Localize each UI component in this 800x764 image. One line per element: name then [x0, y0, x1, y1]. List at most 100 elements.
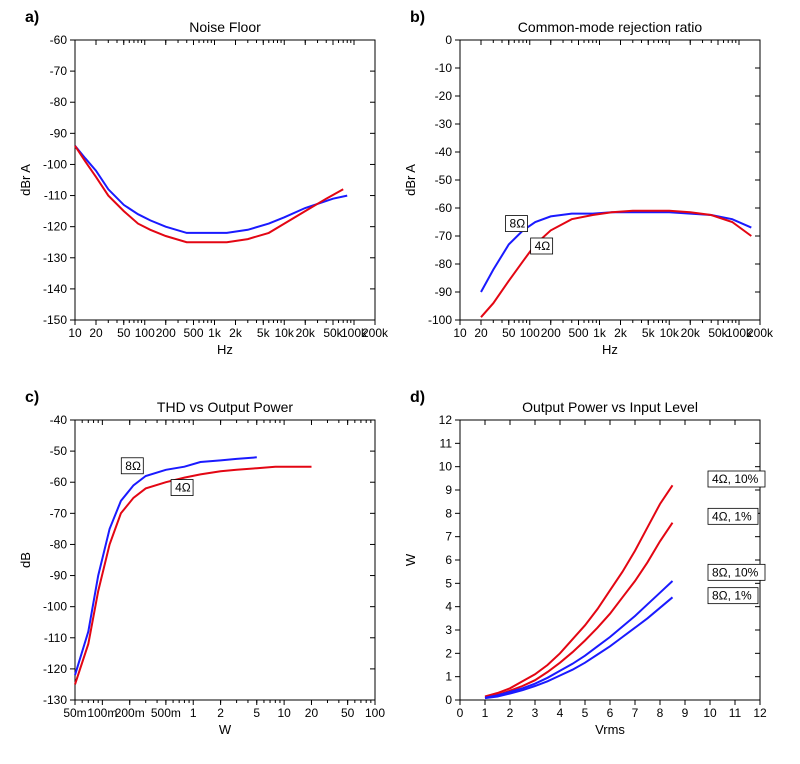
svg-text:0: 0 — [457, 706, 464, 720]
series-0 — [485, 485, 673, 696]
annotation-0: 8Ω — [125, 459, 141, 473]
svg-text:-130: -130 — [43, 251, 67, 265]
svg-text:1: 1 — [482, 706, 489, 720]
svg-text:1k: 1k — [208, 326, 222, 340]
svg-text:1k: 1k — [593, 326, 607, 340]
svg-text:10: 10 — [277, 706, 291, 720]
svg-text:200k: 200k — [362, 326, 389, 340]
svg-text:4: 4 — [445, 600, 452, 614]
svg-text:8: 8 — [445, 506, 452, 520]
figure: 1020501002005001k2k5k10k20k50k100k200k-1… — [0, 0, 800, 764]
svg-text:-60: -60 — [50, 33, 68, 47]
y-axis-label: dBr A — [403, 164, 418, 196]
annotation-1: 4Ω — [535, 239, 551, 253]
panel-d: 01234567891011120123456789101112VrmsWOut… — [403, 389, 767, 737]
svg-text:9: 9 — [445, 483, 452, 497]
svg-text:100m: 100m — [87, 706, 117, 720]
svg-text:2: 2 — [507, 706, 514, 720]
svg-text:10: 10 — [439, 460, 453, 474]
svg-text:200m: 200m — [115, 706, 145, 720]
svg-text:100: 100 — [365, 706, 385, 720]
svg-text:200: 200 — [541, 326, 561, 340]
svg-text:-90: -90 — [50, 126, 68, 140]
panel-letter: c) — [25, 389, 39, 406]
svg-text:12: 12 — [753, 706, 767, 720]
svg-text:-10: -10 — [435, 61, 453, 75]
series-1 — [485, 523, 673, 698]
svg-text:4: 4 — [557, 706, 564, 720]
svg-text:50: 50 — [502, 326, 516, 340]
svg-text:7: 7 — [632, 706, 639, 720]
svg-text:-40: -40 — [50, 413, 68, 427]
svg-text:-30: -30 — [435, 117, 453, 131]
svg-text:20: 20 — [89, 326, 103, 340]
svg-text:5k: 5k — [642, 326, 656, 340]
svg-text:-100: -100 — [43, 157, 67, 171]
svg-text:-70: -70 — [50, 506, 68, 520]
panel-letter: d) — [410, 389, 425, 406]
panel-title: Noise Floor — [189, 19, 261, 35]
y-axis-label: dB — [18, 552, 33, 568]
panel-a: 1020501002005001k2k5k10k20k50k100k200k-1… — [18, 9, 389, 357]
svg-text:-70: -70 — [50, 64, 68, 78]
svg-text:1: 1 — [445, 670, 452, 684]
x-axis-label: Hz — [217, 342, 233, 357]
svg-text:2: 2 — [445, 646, 452, 660]
svg-text:500: 500 — [183, 326, 203, 340]
svg-text:-50: -50 — [435, 173, 453, 187]
x-axis-label: Vrms — [595, 722, 625, 737]
svg-text:8: 8 — [657, 706, 664, 720]
svg-text:5k: 5k — [257, 326, 271, 340]
svg-text:6: 6 — [445, 553, 452, 567]
svg-text:2: 2 — [217, 706, 224, 720]
x-axis-label: Hz — [602, 342, 618, 357]
svg-text:50: 50 — [341, 706, 355, 720]
svg-text:-150: -150 — [43, 313, 67, 327]
svg-text:-120: -120 — [43, 662, 67, 676]
svg-text:100: 100 — [135, 326, 155, 340]
annotation-0: 8Ω — [510, 217, 526, 231]
annotation-0: 4Ω, 10% — [712, 472, 759, 486]
svg-text:-80: -80 — [435, 257, 453, 271]
annotation-1: 4Ω — [175, 481, 191, 495]
svg-text:2k: 2k — [614, 326, 628, 340]
svg-text:-90: -90 — [50, 569, 68, 583]
svg-text:3: 3 — [532, 706, 539, 720]
svg-text:10: 10 — [68, 326, 82, 340]
svg-text:-120: -120 — [43, 220, 67, 234]
svg-text:1: 1 — [190, 706, 197, 720]
svg-text:20k: 20k — [296, 326, 316, 340]
series-0 — [75, 146, 347, 233]
annotation-3: 8Ω, 1% — [712, 589, 752, 603]
annotation-1: 4Ω, 1% — [712, 509, 752, 523]
svg-text:200k: 200k — [747, 326, 774, 340]
x-axis-label: W — [219, 722, 232, 737]
svg-text:-130: -130 — [43, 693, 67, 707]
svg-text:5: 5 — [445, 576, 452, 590]
panel-c: 50m100m200m500m125102050100-130-120-110-… — [18, 389, 385, 737]
svg-text:-80: -80 — [50, 537, 68, 551]
panel-letter: b) — [410, 9, 425, 26]
svg-text:9: 9 — [682, 706, 689, 720]
svg-text:5: 5 — [582, 706, 589, 720]
svg-text:50m: 50m — [63, 706, 86, 720]
series-2 — [485, 581, 673, 698]
svg-text:10k: 10k — [660, 326, 680, 340]
svg-text:10k: 10k — [275, 326, 295, 340]
panel-letter: a) — [25, 9, 39, 26]
svg-text:20k: 20k — [681, 326, 701, 340]
panel-title: Common-mode rejection ratio — [518, 19, 703, 35]
svg-text:7: 7 — [445, 530, 452, 544]
svg-text:-60: -60 — [50, 475, 68, 489]
svg-text:-80: -80 — [50, 95, 68, 109]
svg-text:100: 100 — [520, 326, 540, 340]
svg-text:-40: -40 — [435, 145, 453, 159]
svg-text:-60: -60 — [435, 201, 453, 215]
svg-text:500m: 500m — [151, 706, 181, 720]
svg-text:200: 200 — [156, 326, 176, 340]
svg-text:11: 11 — [729, 706, 742, 720]
svg-text:-70: -70 — [435, 229, 453, 243]
svg-text:0: 0 — [445, 693, 452, 707]
svg-text:-100: -100 — [43, 600, 67, 614]
svg-text:10: 10 — [703, 706, 717, 720]
